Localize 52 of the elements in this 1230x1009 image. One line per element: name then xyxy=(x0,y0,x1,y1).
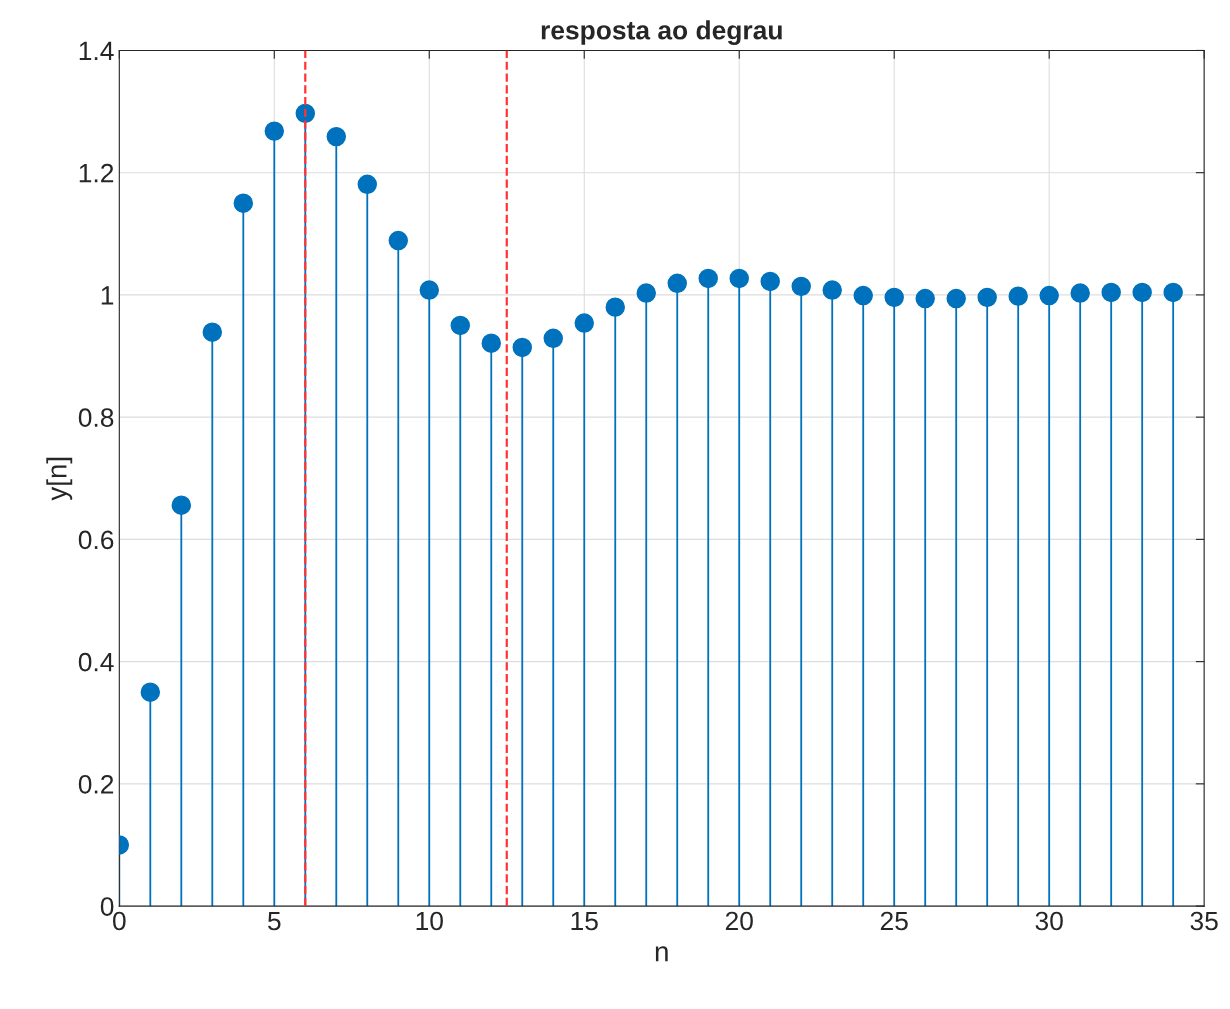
y-tick-label: 1 xyxy=(101,286,114,305)
x-tick-label: 35 xyxy=(1190,911,1218,931)
point xyxy=(264,121,285,141)
y-tick-label: 0 xyxy=(100,897,114,916)
point xyxy=(822,280,842,300)
y-axis-title: y[n] xyxy=(46,457,73,501)
point xyxy=(884,287,904,308)
point xyxy=(326,126,347,147)
point xyxy=(698,268,718,289)
x-tick-label: 25 xyxy=(880,911,908,931)
x-tick-label: 30 xyxy=(1035,911,1063,931)
point xyxy=(543,328,563,349)
x-axis-title: n xyxy=(655,946,668,962)
point xyxy=(419,280,439,300)
point xyxy=(915,288,935,309)
point xyxy=(1008,286,1028,306)
point xyxy=(853,285,873,306)
point xyxy=(357,174,378,195)
point xyxy=(1101,282,1121,303)
point xyxy=(1070,283,1090,303)
point xyxy=(791,276,811,297)
point xyxy=(636,283,656,303)
y-tick-label: 1.2 xyxy=(79,163,114,183)
point xyxy=(760,271,780,292)
point xyxy=(667,273,687,294)
point xyxy=(1163,282,1183,303)
y-tick-label: 0.4 xyxy=(78,652,114,672)
point xyxy=(605,297,625,317)
point xyxy=(729,268,749,289)
point xyxy=(1039,285,1059,306)
point xyxy=(450,315,470,336)
point xyxy=(481,333,501,353)
point xyxy=(512,337,532,358)
point xyxy=(171,495,192,515)
y-tick-label: 1.4 xyxy=(79,41,114,61)
point xyxy=(946,288,966,309)
y-tick-label: 0.6 xyxy=(78,530,114,550)
point xyxy=(202,322,223,342)
x-tick-label: 5 xyxy=(268,911,281,931)
chart-title: resposta ao degrau xyxy=(541,20,782,45)
point xyxy=(140,682,161,702)
x-tick-label: 10 xyxy=(416,911,443,931)
y-tick-label: 0.8 xyxy=(78,408,114,427)
point xyxy=(574,313,594,333)
point xyxy=(295,103,316,124)
point xyxy=(233,193,254,213)
y-tick-label: 0.2 xyxy=(78,774,114,794)
x-tick-label: 15 xyxy=(571,911,598,931)
x-tick-label: 20 xyxy=(725,911,753,931)
point xyxy=(977,287,997,308)
point xyxy=(1132,282,1152,303)
point xyxy=(388,230,408,251)
